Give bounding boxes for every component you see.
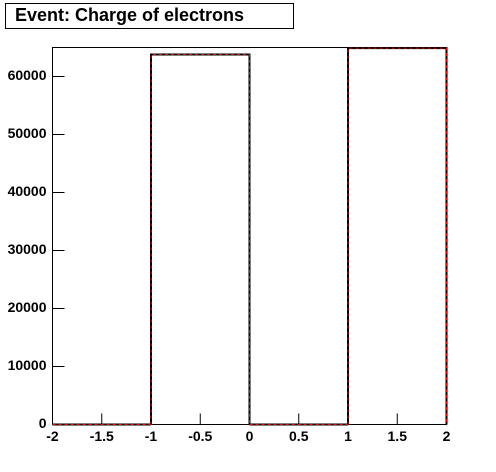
y-tick-label: 40000 bbox=[8, 183, 47, 199]
x-tick-label: 1 bbox=[344, 428, 352, 444]
y-tick-label: 50000 bbox=[8, 125, 47, 141]
y-tick-label: 0 bbox=[39, 415, 47, 431]
title-box bbox=[5, 3, 294, 29]
x-tick-label: 1.5 bbox=[388, 428, 408, 444]
x-tick-label: 0.5 bbox=[289, 428, 309, 444]
x-tick-label: -1.5 bbox=[90, 428, 114, 444]
histogram-bar bbox=[150, 53, 251, 425]
x-tick-label: -1 bbox=[145, 428, 158, 444]
y-tick-label: 30000 bbox=[8, 241, 47, 257]
chart-title: Event: Charge of electrons bbox=[15, 5, 244, 25]
x-tick-label: -2 bbox=[46, 428, 59, 444]
y-tick-label: 20000 bbox=[8, 299, 47, 315]
x-tick-label: -0.5 bbox=[188, 428, 212, 444]
histogram-bar-overlay bbox=[347, 47, 447, 425]
y-tick-label: 60000 bbox=[8, 67, 47, 83]
y-tick-label: 10000 bbox=[8, 357, 47, 373]
x-tick-label: 0 bbox=[246, 428, 254, 444]
x-tick-label: 2 bbox=[443, 428, 451, 444]
